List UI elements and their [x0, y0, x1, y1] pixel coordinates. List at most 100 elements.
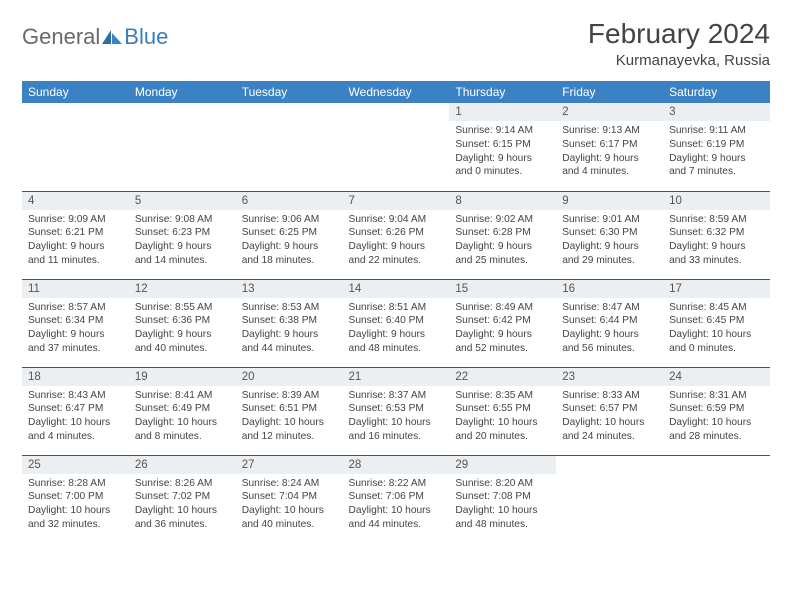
weekday-header: Monday	[129, 81, 236, 103]
calendar-day-cell: 13Sunrise: 8:53 AMSunset: 6:38 PMDayligh…	[236, 279, 343, 367]
day-number: 6	[236, 192, 343, 210]
calendar-day-cell: 12Sunrise: 8:55 AMSunset: 6:36 PMDayligh…	[129, 279, 236, 367]
calendar-day-cell: 15Sunrise: 8:49 AMSunset: 6:42 PMDayligh…	[449, 279, 556, 367]
day-info: Sunrise: 8:26 AMSunset: 7:02 PMDaylight:…	[129, 474, 236, 536]
calendar-day-cell: 23Sunrise: 8:33 AMSunset: 6:57 PMDayligh…	[556, 367, 663, 455]
day-number: 26	[129, 456, 236, 474]
weekday-header: Wednesday	[343, 81, 450, 103]
day-info: Sunrise: 8:51 AMSunset: 6:40 PMDaylight:…	[343, 298, 450, 360]
calendar-day-cell: 22Sunrise: 8:35 AMSunset: 6:55 PMDayligh…	[449, 367, 556, 455]
day-number: 11	[22, 280, 129, 298]
day-info: Sunrise: 8:24 AMSunset: 7:04 PMDaylight:…	[236, 474, 343, 536]
day-info: Sunrise: 8:57 AMSunset: 6:34 PMDaylight:…	[22, 298, 129, 360]
calendar-day-cell: 24Sunrise: 8:31 AMSunset: 6:59 PMDayligh…	[663, 367, 770, 455]
day-info: Sunrise: 8:28 AMSunset: 7:00 PMDaylight:…	[22, 474, 129, 536]
calendar-week-row: 4Sunrise: 9:09 AMSunset: 6:21 PMDaylight…	[22, 191, 770, 279]
day-info: Sunrise: 8:41 AMSunset: 6:49 PMDaylight:…	[129, 386, 236, 448]
calendar-week-row: 11Sunrise: 8:57 AMSunset: 6:34 PMDayligh…	[22, 279, 770, 367]
calendar-day-cell: 21Sunrise: 8:37 AMSunset: 6:53 PMDayligh…	[343, 367, 450, 455]
calendar-day-cell: 25Sunrise: 8:28 AMSunset: 7:00 PMDayligh…	[22, 455, 129, 543]
location-label: Kurmanayevka, Russia	[588, 52, 770, 69]
day-number: 12	[129, 280, 236, 298]
calendar-day-cell: 20Sunrise: 8:39 AMSunset: 6:51 PMDayligh…	[236, 367, 343, 455]
day-info: Sunrise: 9:01 AMSunset: 6:30 PMDaylight:…	[556, 210, 663, 272]
day-number: 9	[556, 192, 663, 210]
day-number: 27	[236, 456, 343, 474]
calendar-week-row: 18Sunrise: 8:43 AMSunset: 6:47 PMDayligh…	[22, 367, 770, 455]
day-info: Sunrise: 8:22 AMSunset: 7:06 PMDaylight:…	[343, 474, 450, 536]
day-info: Sunrise: 8:49 AMSunset: 6:42 PMDaylight:…	[449, 298, 556, 360]
day-info: Sunrise: 9:04 AMSunset: 6:26 PMDaylight:…	[343, 210, 450, 272]
calendar-day-cell: 17Sunrise: 8:45 AMSunset: 6:45 PMDayligh…	[663, 279, 770, 367]
day-number: 17	[663, 280, 770, 298]
calendar-day-cell: 29Sunrise: 8:20 AMSunset: 7:08 PMDayligh…	[449, 455, 556, 543]
day-number: 1	[449, 103, 556, 121]
day-info: Sunrise: 8:55 AMSunset: 6:36 PMDaylight:…	[129, 298, 236, 360]
day-info: Sunrise: 9:09 AMSunset: 6:21 PMDaylight:…	[22, 210, 129, 272]
calendar-day-cell: 27Sunrise: 8:24 AMSunset: 7:04 PMDayligh…	[236, 455, 343, 543]
calendar-day-cell: ..	[556, 455, 663, 543]
calendar-day-cell: 1Sunrise: 9:14 AMSunset: 6:15 PMDaylight…	[449, 103, 556, 191]
day-info: Sunrise: 9:11 AMSunset: 6:19 PMDaylight:…	[663, 121, 770, 183]
calendar-week-row: 25Sunrise: 8:28 AMSunset: 7:00 PMDayligh…	[22, 455, 770, 543]
day-number: 22	[449, 368, 556, 386]
calendar-day-cell: 7Sunrise: 9:04 AMSunset: 6:26 PMDaylight…	[343, 191, 450, 279]
day-number: 20	[236, 368, 343, 386]
day-number: 13	[236, 280, 343, 298]
day-info: Sunrise: 9:02 AMSunset: 6:28 PMDaylight:…	[449, 210, 556, 272]
logo-text-gray: General	[22, 24, 100, 50]
day-info: Sunrise: 9:06 AMSunset: 6:25 PMDaylight:…	[236, 210, 343, 272]
day-number: 15	[449, 280, 556, 298]
day-info: Sunrise: 8:39 AMSunset: 6:51 PMDaylight:…	[236, 386, 343, 448]
calendar-day-cell: 19Sunrise: 8:41 AMSunset: 6:49 PMDayligh…	[129, 367, 236, 455]
calendar-day-cell: 8Sunrise: 9:02 AMSunset: 6:28 PMDaylight…	[449, 191, 556, 279]
title-block: February 2024 Kurmanayevka, Russia	[588, 18, 770, 69]
day-number: 24	[663, 368, 770, 386]
calendar-day-cell: 4Sunrise: 9:09 AMSunset: 6:21 PMDaylight…	[22, 191, 129, 279]
day-number: 29	[449, 456, 556, 474]
day-info: Sunrise: 8:47 AMSunset: 6:44 PMDaylight:…	[556, 298, 663, 360]
day-number: 21	[343, 368, 450, 386]
calendar-day-cell: 3Sunrise: 9:11 AMSunset: 6:19 PMDaylight…	[663, 103, 770, 191]
day-info: Sunrise: 8:53 AMSunset: 6:38 PMDaylight:…	[236, 298, 343, 360]
day-info: Sunrise: 9:13 AMSunset: 6:17 PMDaylight:…	[556, 121, 663, 183]
calendar-body: ........1Sunrise: 9:14 AMSunset: 6:15 PM…	[22, 103, 770, 543]
weekday-header: Tuesday	[236, 81, 343, 103]
header: General Blue February 2024 Kurmanayevka,…	[22, 18, 770, 69]
calendar-day-cell: 18Sunrise: 8:43 AMSunset: 6:47 PMDayligh…	[22, 367, 129, 455]
day-info: Sunrise: 8:35 AMSunset: 6:55 PMDaylight:…	[449, 386, 556, 448]
day-info: Sunrise: 8:45 AMSunset: 6:45 PMDaylight:…	[663, 298, 770, 360]
day-number: 8	[449, 192, 556, 210]
day-info: Sunrise: 8:31 AMSunset: 6:59 PMDaylight:…	[663, 386, 770, 448]
day-number: 5	[129, 192, 236, 210]
calendar-day-cell: 26Sunrise: 8:26 AMSunset: 7:02 PMDayligh…	[129, 455, 236, 543]
calendar-table: SundayMondayTuesdayWednesdayThursdayFrid…	[22, 81, 770, 543]
weekday-header: Saturday	[663, 81, 770, 103]
day-info: Sunrise: 9:14 AMSunset: 6:15 PMDaylight:…	[449, 121, 556, 183]
calendar-day-cell: ..	[236, 103, 343, 191]
day-number: 10	[663, 192, 770, 210]
calendar-day-cell: 10Sunrise: 8:59 AMSunset: 6:32 PMDayligh…	[663, 191, 770, 279]
day-number: 16	[556, 280, 663, 298]
calendar-day-cell: 5Sunrise: 9:08 AMSunset: 6:23 PMDaylight…	[129, 191, 236, 279]
day-info: Sunrise: 8:33 AMSunset: 6:57 PMDaylight:…	[556, 386, 663, 448]
day-info: Sunrise: 8:59 AMSunset: 6:32 PMDaylight:…	[663, 210, 770, 272]
logo-text-blue: Blue	[124, 24, 168, 50]
day-number: 19	[129, 368, 236, 386]
calendar-day-cell: ..	[343, 103, 450, 191]
day-info: Sunrise: 8:20 AMSunset: 7:08 PMDaylight:…	[449, 474, 556, 536]
day-number: 3	[663, 103, 770, 121]
day-number: 18	[22, 368, 129, 386]
day-number: 14	[343, 280, 450, 298]
calendar-day-cell: 28Sunrise: 8:22 AMSunset: 7:06 PMDayligh…	[343, 455, 450, 543]
weekday-header: Thursday	[449, 81, 556, 103]
day-info: Sunrise: 8:43 AMSunset: 6:47 PMDaylight:…	[22, 386, 129, 448]
calendar-day-cell: ..	[663, 455, 770, 543]
calendar-week-row: ........1Sunrise: 9:14 AMSunset: 6:15 PM…	[22, 103, 770, 191]
day-number: 7	[343, 192, 450, 210]
day-info: Sunrise: 9:08 AMSunset: 6:23 PMDaylight:…	[129, 210, 236, 272]
weekday-header-row: SundayMondayTuesdayWednesdayThursdayFrid…	[22, 81, 770, 103]
day-number: 25	[22, 456, 129, 474]
weekday-header: Friday	[556, 81, 663, 103]
calendar-day-cell: ..	[129, 103, 236, 191]
